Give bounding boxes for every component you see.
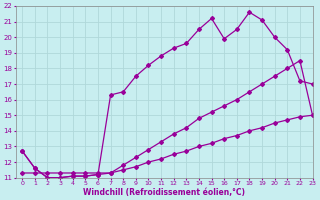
- X-axis label: Windchill (Refroidissement éolien,°C): Windchill (Refroidissement éolien,°C): [83, 188, 245, 197]
